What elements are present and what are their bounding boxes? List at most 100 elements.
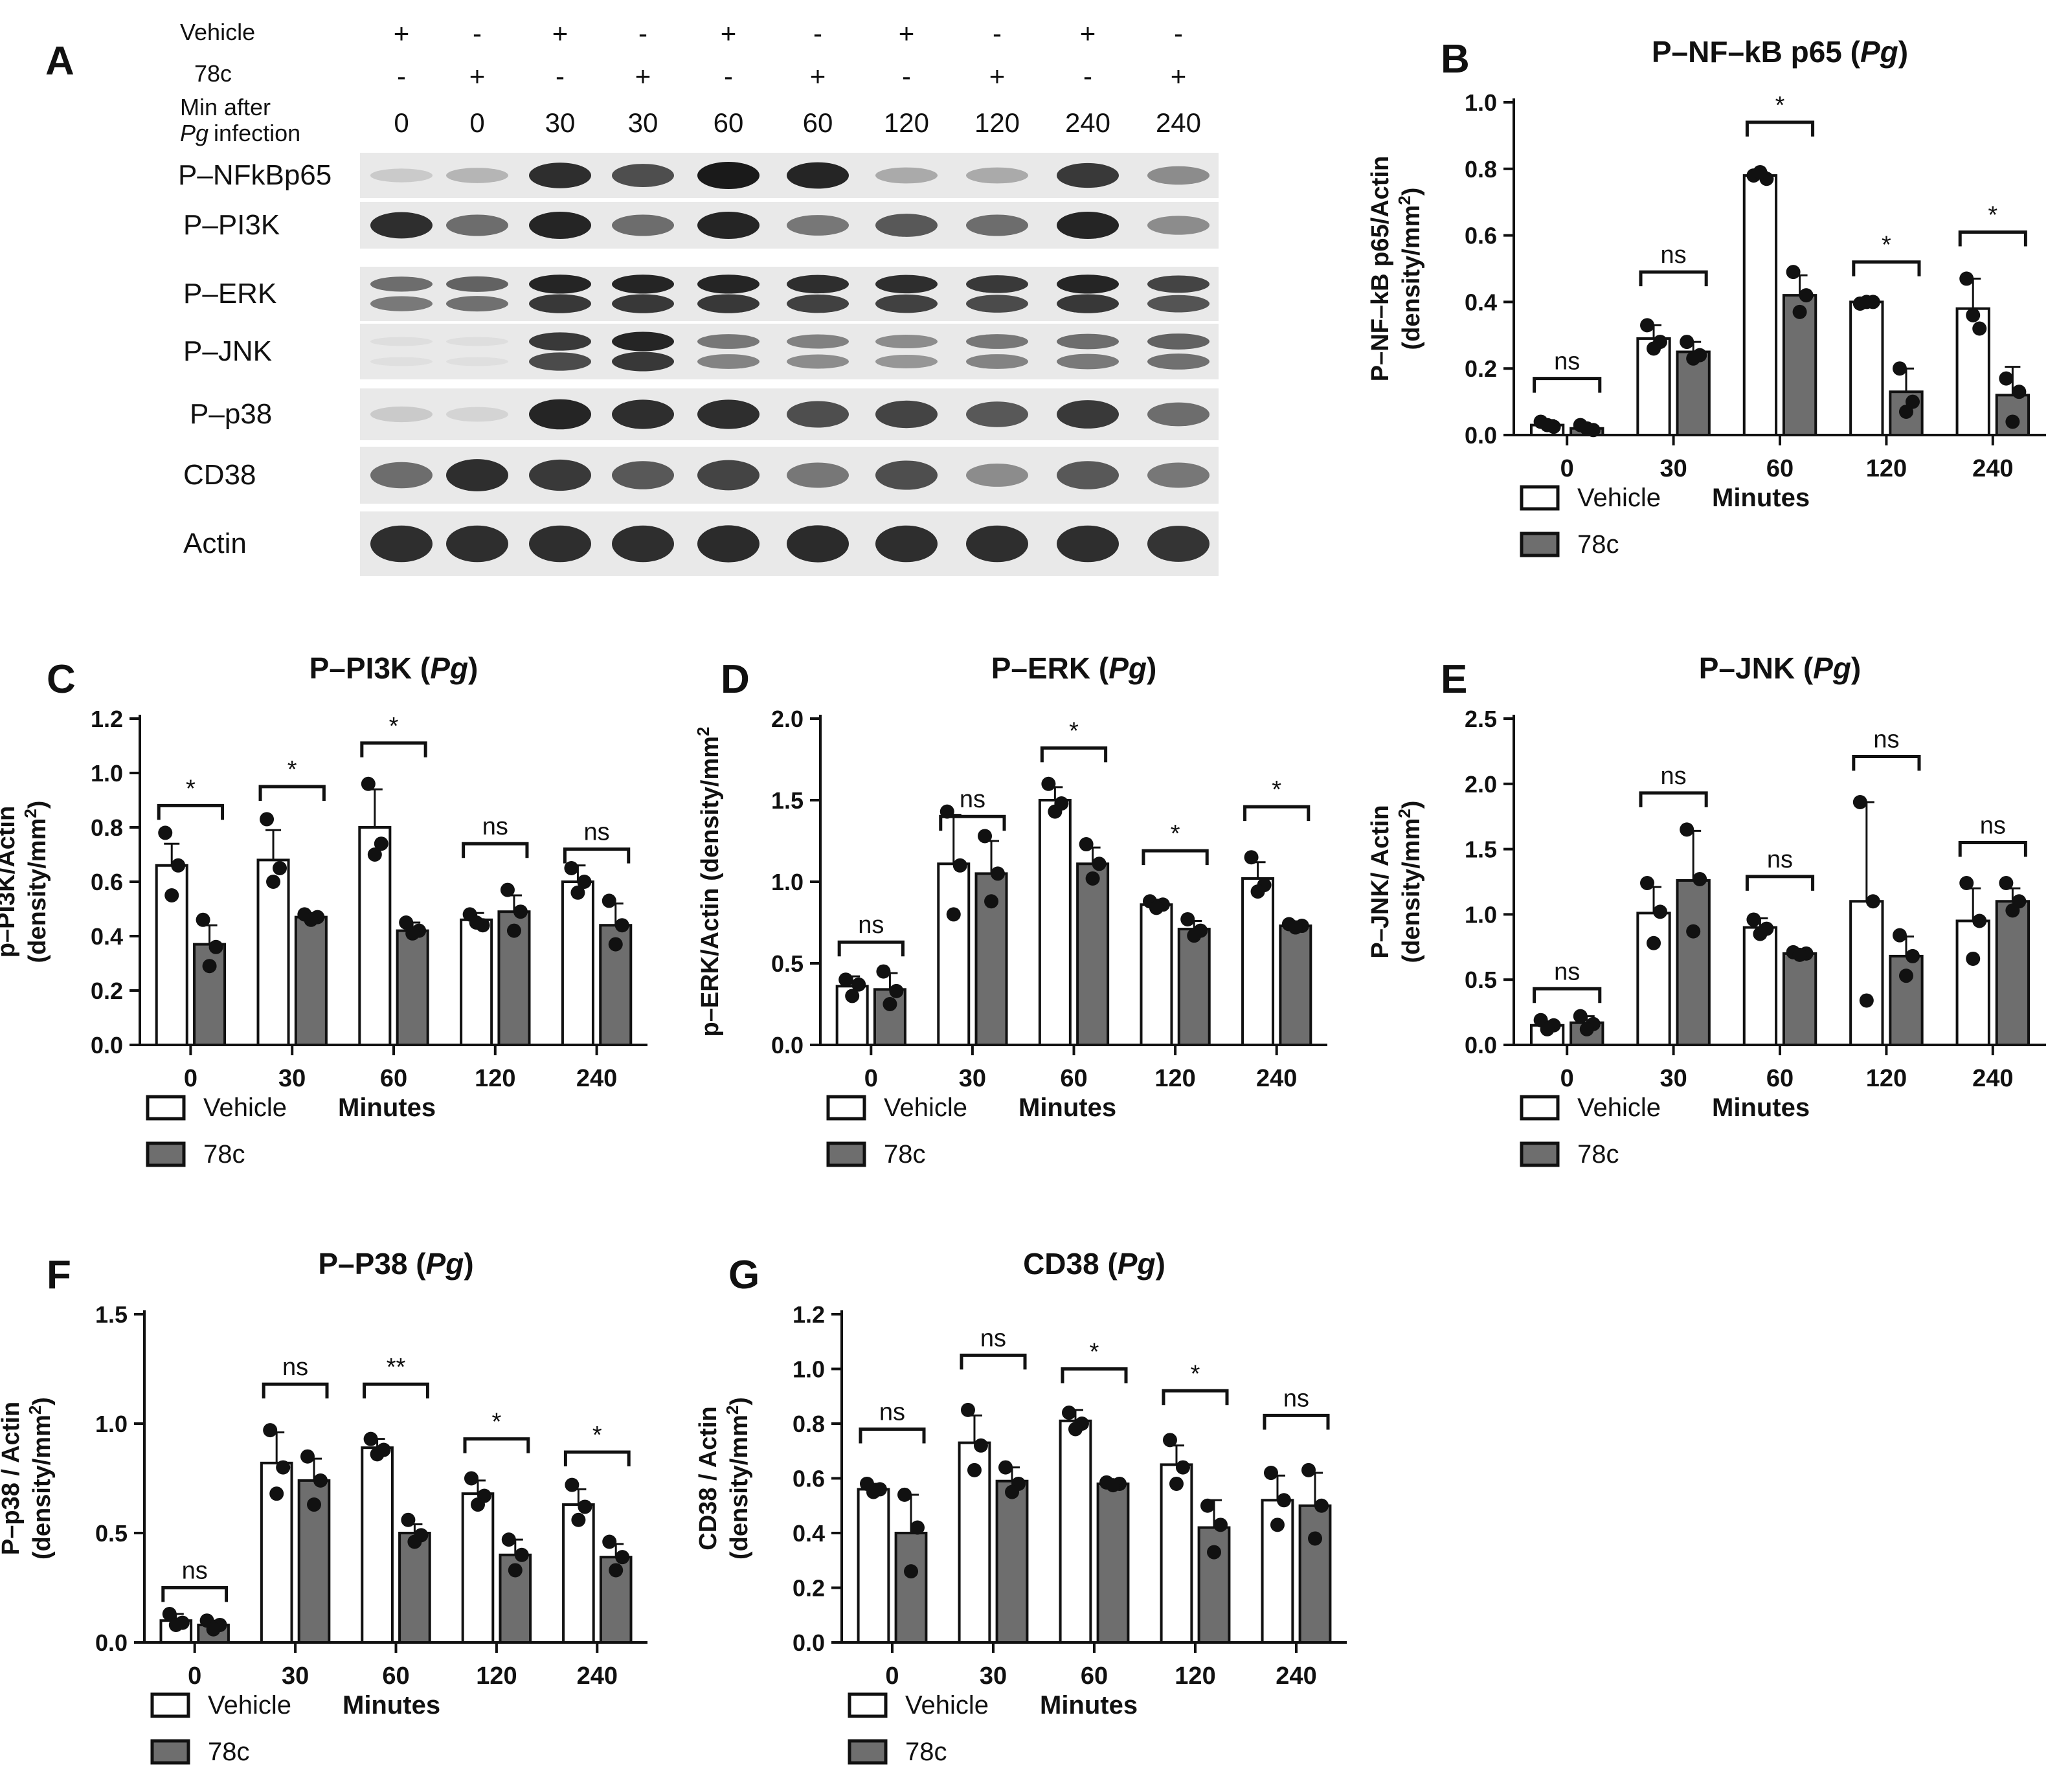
x-tick-label: 240 <box>1256 1065 1297 1092</box>
blot-band <box>966 214 1028 236</box>
blot-band <box>370 525 433 563</box>
legend-label-vehicle: Vehicle <box>905 1691 989 1719</box>
bar-vehicle <box>1059 1419 1092 1644</box>
blot-band <box>370 296 433 311</box>
x-tick-label: 60 <box>1766 455 1794 482</box>
data-point <box>1005 1484 1020 1499</box>
blot-band <box>1147 462 1209 488</box>
y-tick-label: 1.0 <box>1465 89 1497 116</box>
significance-bracket <box>1533 987 1602 1003</box>
lane-minute-label: 0 <box>394 107 409 138</box>
data-point <box>1892 361 1907 376</box>
data-point <box>615 1550 630 1565</box>
data-point <box>1640 876 1655 891</box>
chart-title-text: P–P38 ( <box>318 1247 426 1281</box>
data-point <box>564 861 579 875</box>
blot-band <box>697 274 759 294</box>
significance-bracket <box>1533 377 1602 393</box>
blot-row-label: CD38 <box>183 459 256 491</box>
data-point <box>609 1563 624 1578</box>
significance-label: * <box>1988 201 1997 229</box>
significance-bracket <box>360 741 427 757</box>
significance-label: ns <box>1554 348 1580 375</box>
data-point <box>399 915 414 930</box>
x-tick-label: 0 <box>885 1663 899 1690</box>
bar-vehicle <box>937 862 971 1047</box>
c78-sign: + <box>469 61 486 91</box>
blot-band <box>529 399 591 430</box>
significance-label: * <box>492 1409 502 1436</box>
data-point <box>196 912 210 927</box>
significance-bracket <box>1162 1389 1229 1406</box>
data-point <box>361 776 376 791</box>
significance-label: ns <box>1767 846 1793 873</box>
data-point <box>162 1607 177 1622</box>
chart-panel-c: C P–PI3K (Pg) 0.0 0.2 0.4 0.6 0.8 1.0 1.2 p–PI3K/… <box>0 651 647 1169</box>
y-tick-label: 1.0 <box>793 1356 825 1383</box>
blot-band <box>875 274 938 294</box>
data-point <box>313 1473 328 1488</box>
significance-bracket <box>960 1353 1027 1370</box>
y-tick-label: 0.5 <box>1465 967 1497 993</box>
x-axis-label: Minutes <box>1018 1093 1116 1122</box>
pg-infection-label: Pg infection <box>180 120 300 146</box>
data-point <box>1149 901 1164 915</box>
blot-band <box>1147 402 1209 427</box>
data-point <box>208 939 223 954</box>
chart-title-end: ) <box>1147 651 1156 685</box>
data-point <box>260 812 275 827</box>
x-tick-label: 30 <box>959 1065 986 1092</box>
y-tick-label: 0.6 <box>91 869 123 895</box>
data-point <box>2012 385 2027 399</box>
y-tick-label: 0.5 <box>95 1520 128 1547</box>
blot-band <box>1147 216 1209 235</box>
data-point <box>1106 1478 1121 1493</box>
blot-band <box>612 164 674 187</box>
significance-bracket <box>563 1450 631 1466</box>
significance-bracket <box>837 940 905 957</box>
data-point <box>1959 876 1974 891</box>
blot-band <box>370 337 433 346</box>
chart-title-end: ) <box>464 1247 473 1281</box>
data-point <box>276 1460 291 1475</box>
bar-vehicle <box>461 1492 495 1644</box>
significance-label: ns <box>1980 812 2006 840</box>
y-label-line1: CD38 / Actin <box>695 1406 722 1550</box>
blot-lanes: P–NFkBp65 P–PI3K P–ERK P–JNK P–p38 CD38 Actin <box>178 153 1219 576</box>
blot-band <box>1057 353 1119 370</box>
data-point <box>1061 1406 1076 1420</box>
y-tick-label: 1.0 <box>91 760 123 787</box>
data-point <box>904 1564 919 1579</box>
x-tick-label: 240 <box>1972 1065 2013 1092</box>
blot-band <box>1057 162 1119 188</box>
blot-band <box>697 294 759 313</box>
y-tick-label: 0.0 <box>1465 1032 1497 1058</box>
data-point <box>1746 912 1761 927</box>
significance-label: ns <box>1661 763 1687 790</box>
data-point <box>500 882 515 897</box>
chart-panel-e: E P–JNK (Pg) 0.0 0.5 1.0 1.5 2.0 2.5 P–JNK/ Acti… <box>1367 651 2046 1169</box>
c78-sign: + <box>1171 61 1187 91</box>
chart-title: P–PI3K (Pg) <box>309 651 478 685</box>
data-point <box>1068 1422 1083 1437</box>
y-label-end: ) <box>28 1397 56 1406</box>
data-point <box>1640 318 1655 333</box>
blot-row-label: P–p38 <box>190 398 272 430</box>
data-point <box>1573 1009 1588 1024</box>
bar-vehicle <box>1849 900 1884 1046</box>
data-point <box>1680 822 1694 837</box>
significance-bracket <box>463 1437 530 1453</box>
y-tick-label: 0.8 <box>1465 156 1497 183</box>
significance-label: ns <box>858 912 884 939</box>
y-tick-label: 0.0 <box>793 1630 825 1656</box>
minutes-row-label: Min after <box>180 94 271 120</box>
x-tick-label: 30 <box>282 1663 309 1690</box>
chart-title: P–NF–kB p65 (Pg) <box>1652 35 1908 69</box>
lane-minute-label: 120 <box>884 107 929 138</box>
c78-sign: - <box>1083 61 1092 91</box>
data-point <box>1270 1518 1285 1532</box>
y-label-line1: P–NF–kB p65/Actin <box>1367 156 1394 381</box>
y-tick-label: 1.5 <box>771 787 804 814</box>
significance-bracket <box>1852 754 1921 771</box>
x-tick-label: 240 <box>577 1663 618 1690</box>
